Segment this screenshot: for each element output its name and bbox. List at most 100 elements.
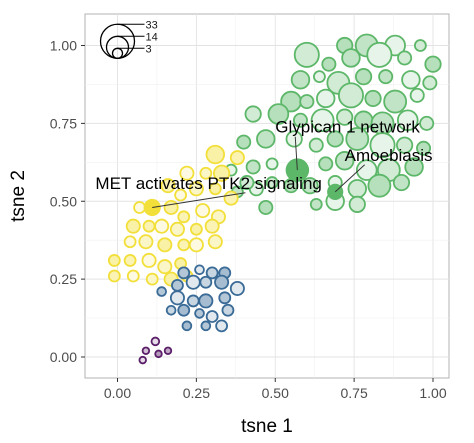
data-point: [138, 234, 154, 250]
y-axis-title: tsne 2: [8, 170, 29, 222]
annotation-label: Glypican 1 network: [275, 118, 420, 137]
data-point: [318, 156, 334, 172]
data-point: [354, 68, 373, 86]
y-tick-label: 0.50: [50, 193, 77, 209]
data-point: [267, 103, 290, 125]
data-point: [205, 144, 226, 165]
data-point: [378, 69, 394, 85]
data-point: [154, 349, 163, 359]
data-point: [154, 218, 170, 234]
data-point: [293, 41, 320, 68]
data-point: [308, 137, 324, 153]
x-axis-title: tsne 1: [241, 416, 293, 437]
data-point: [177, 210, 191, 224]
data-point: [125, 218, 141, 234]
data-point: [245, 159, 261, 175]
data-point: [285, 130, 303, 148]
data-point: [348, 195, 366, 213]
data-point: [290, 70, 311, 90]
data-point: [165, 304, 177, 316]
y-tick-label: 0.00: [50, 349, 77, 365]
data-point: [195, 203, 211, 219]
data-point: [177, 303, 191, 317]
x-tick-label: 0.50: [262, 385, 289, 401]
data-point: [186, 294, 200, 308]
data-point: [366, 41, 393, 68]
data-point: [292, 112, 308, 128]
data-point: [345, 127, 370, 151]
data-point: [310, 108, 335, 133]
data-point: [256, 129, 276, 149]
data-point: [194, 264, 205, 276]
data-point: [142, 219, 156, 233]
data-point: [397, 50, 413, 66]
data-point: [301, 177, 319, 195]
data-point: [396, 136, 414, 154]
data-point: [299, 94, 315, 110]
data-point: [258, 199, 274, 215]
data-point: [419, 115, 435, 131]
data-point: [392, 173, 411, 192]
data-point: [364, 89, 382, 108]
data-point: [174, 188, 188, 202]
annotation-label: MET activates PTK2 signaling: [95, 174, 321, 193]
data-point: [383, 89, 408, 114]
data-point: [334, 151, 355, 171]
data-point: [188, 237, 204, 253]
data-point: [126, 269, 140, 283]
data-point: [150, 336, 161, 347]
y-tick-label: 1.00: [50, 38, 77, 54]
data-point: [123, 235, 137, 249]
data-point: [396, 109, 419, 132]
data-point: [123, 254, 137, 267]
data-point: [341, 48, 361, 68]
data-point: [207, 234, 223, 250]
data-point: [169, 221, 185, 237]
y-tick-label: 0.75: [50, 115, 77, 131]
data-point: [179, 165, 195, 181]
data-point: [200, 320, 212, 332]
data-point: [337, 82, 364, 109]
data-point: [194, 308, 205, 319]
data-point: [401, 70, 421, 90]
data-point: [413, 39, 427, 52]
data-point: [141, 346, 151, 355]
data-point: [199, 166, 213, 180]
data-point: [239, 175, 255, 191]
data-point: [213, 164, 231, 182]
plot-panel: [84, 13, 450, 379]
y-axis-ticks: 0.00 0.25 0.50 0.75 1.00: [50, 38, 85, 365]
data-point: [265, 157, 279, 171]
data-point: [309, 197, 323, 211]
x-axis-ticks: 0.00 0.25 0.50 0.75 1.00: [104, 378, 447, 401]
data-points: [107, 33, 442, 365]
data-point: [156, 286, 167, 297]
data-point: [138, 355, 147, 365]
data-point: [145, 272, 159, 286]
annotation-leader: [152, 192, 246, 208]
data-point: [223, 190, 239, 206]
data-point: [416, 140, 432, 156]
data-point: [321, 56, 337, 72]
y-tick-label: 0.25: [50, 271, 77, 287]
data-point: [244, 105, 262, 123]
data-point: [177, 266, 191, 280]
data-point: [204, 218, 220, 234]
size-legend-label: 14: [146, 31, 158, 43]
data-point: [107, 254, 121, 267]
data-point: [171, 278, 184, 292]
data-point: [133, 201, 146, 214]
data-point: [177, 238, 191, 252]
data-point: [157, 259, 173, 275]
data-point: [107, 269, 121, 283]
data-point: [221, 303, 235, 317]
x-tick-label: 0.00: [104, 385, 131, 401]
size-legend-label: 33: [146, 19, 158, 31]
data-point: [367, 173, 392, 198]
x-tick-label: 0.25: [183, 385, 210, 401]
annotation-leader: [294, 136, 298, 171]
data-point: [326, 130, 344, 148]
data-point: [218, 291, 232, 305]
